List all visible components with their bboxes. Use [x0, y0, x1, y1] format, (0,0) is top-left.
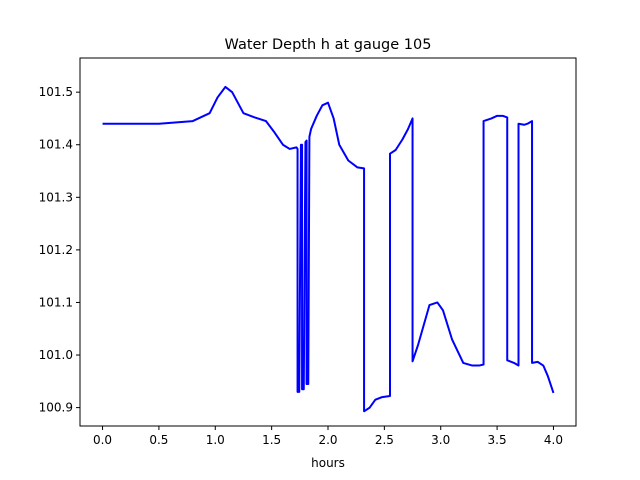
y-tick-label: 101.0: [39, 348, 73, 362]
x-tick-label: 3.0: [431, 433, 450, 447]
plot-area: [102, 85, 555, 413]
x-tick-label: 4.0: [544, 433, 563, 447]
chart-title: Water Depth h at gauge 105: [225, 37, 432, 53]
x-tick-label: 0.0: [93, 433, 112, 447]
series-line-0: [102, 85, 555, 413]
y-tick-label: 101.2: [39, 243, 73, 257]
y-tick-label: 101.3: [39, 190, 73, 204]
x-tick-label: 3.5: [488, 433, 507, 447]
y-tick-label: 100.9: [39, 401, 73, 415]
x-tick-label: 1.5: [262, 433, 281, 447]
x-axis-label: hours: [311, 456, 345, 470]
x-tick-label: 0.5: [149, 433, 168, 447]
x-axis: 0.0 0.5 1.0 1.5 2.0 2.5 3.0 3.5 4.0: [93, 426, 563, 447]
x-tick-label: 2.5: [375, 433, 394, 447]
y-tick-label: 101.4: [39, 138, 73, 152]
y-tick-label: 101.1: [39, 295, 73, 309]
y-tick-label: 101.5: [39, 85, 73, 99]
y-axis: 100.9 101.0 101.1 101.2 101.3 101.4 101.5: [39, 85, 80, 415]
x-tick-label: 1.0: [206, 433, 225, 447]
x-tick-label: 2.0: [318, 433, 337, 447]
axes-frame: [79, 57, 577, 427]
